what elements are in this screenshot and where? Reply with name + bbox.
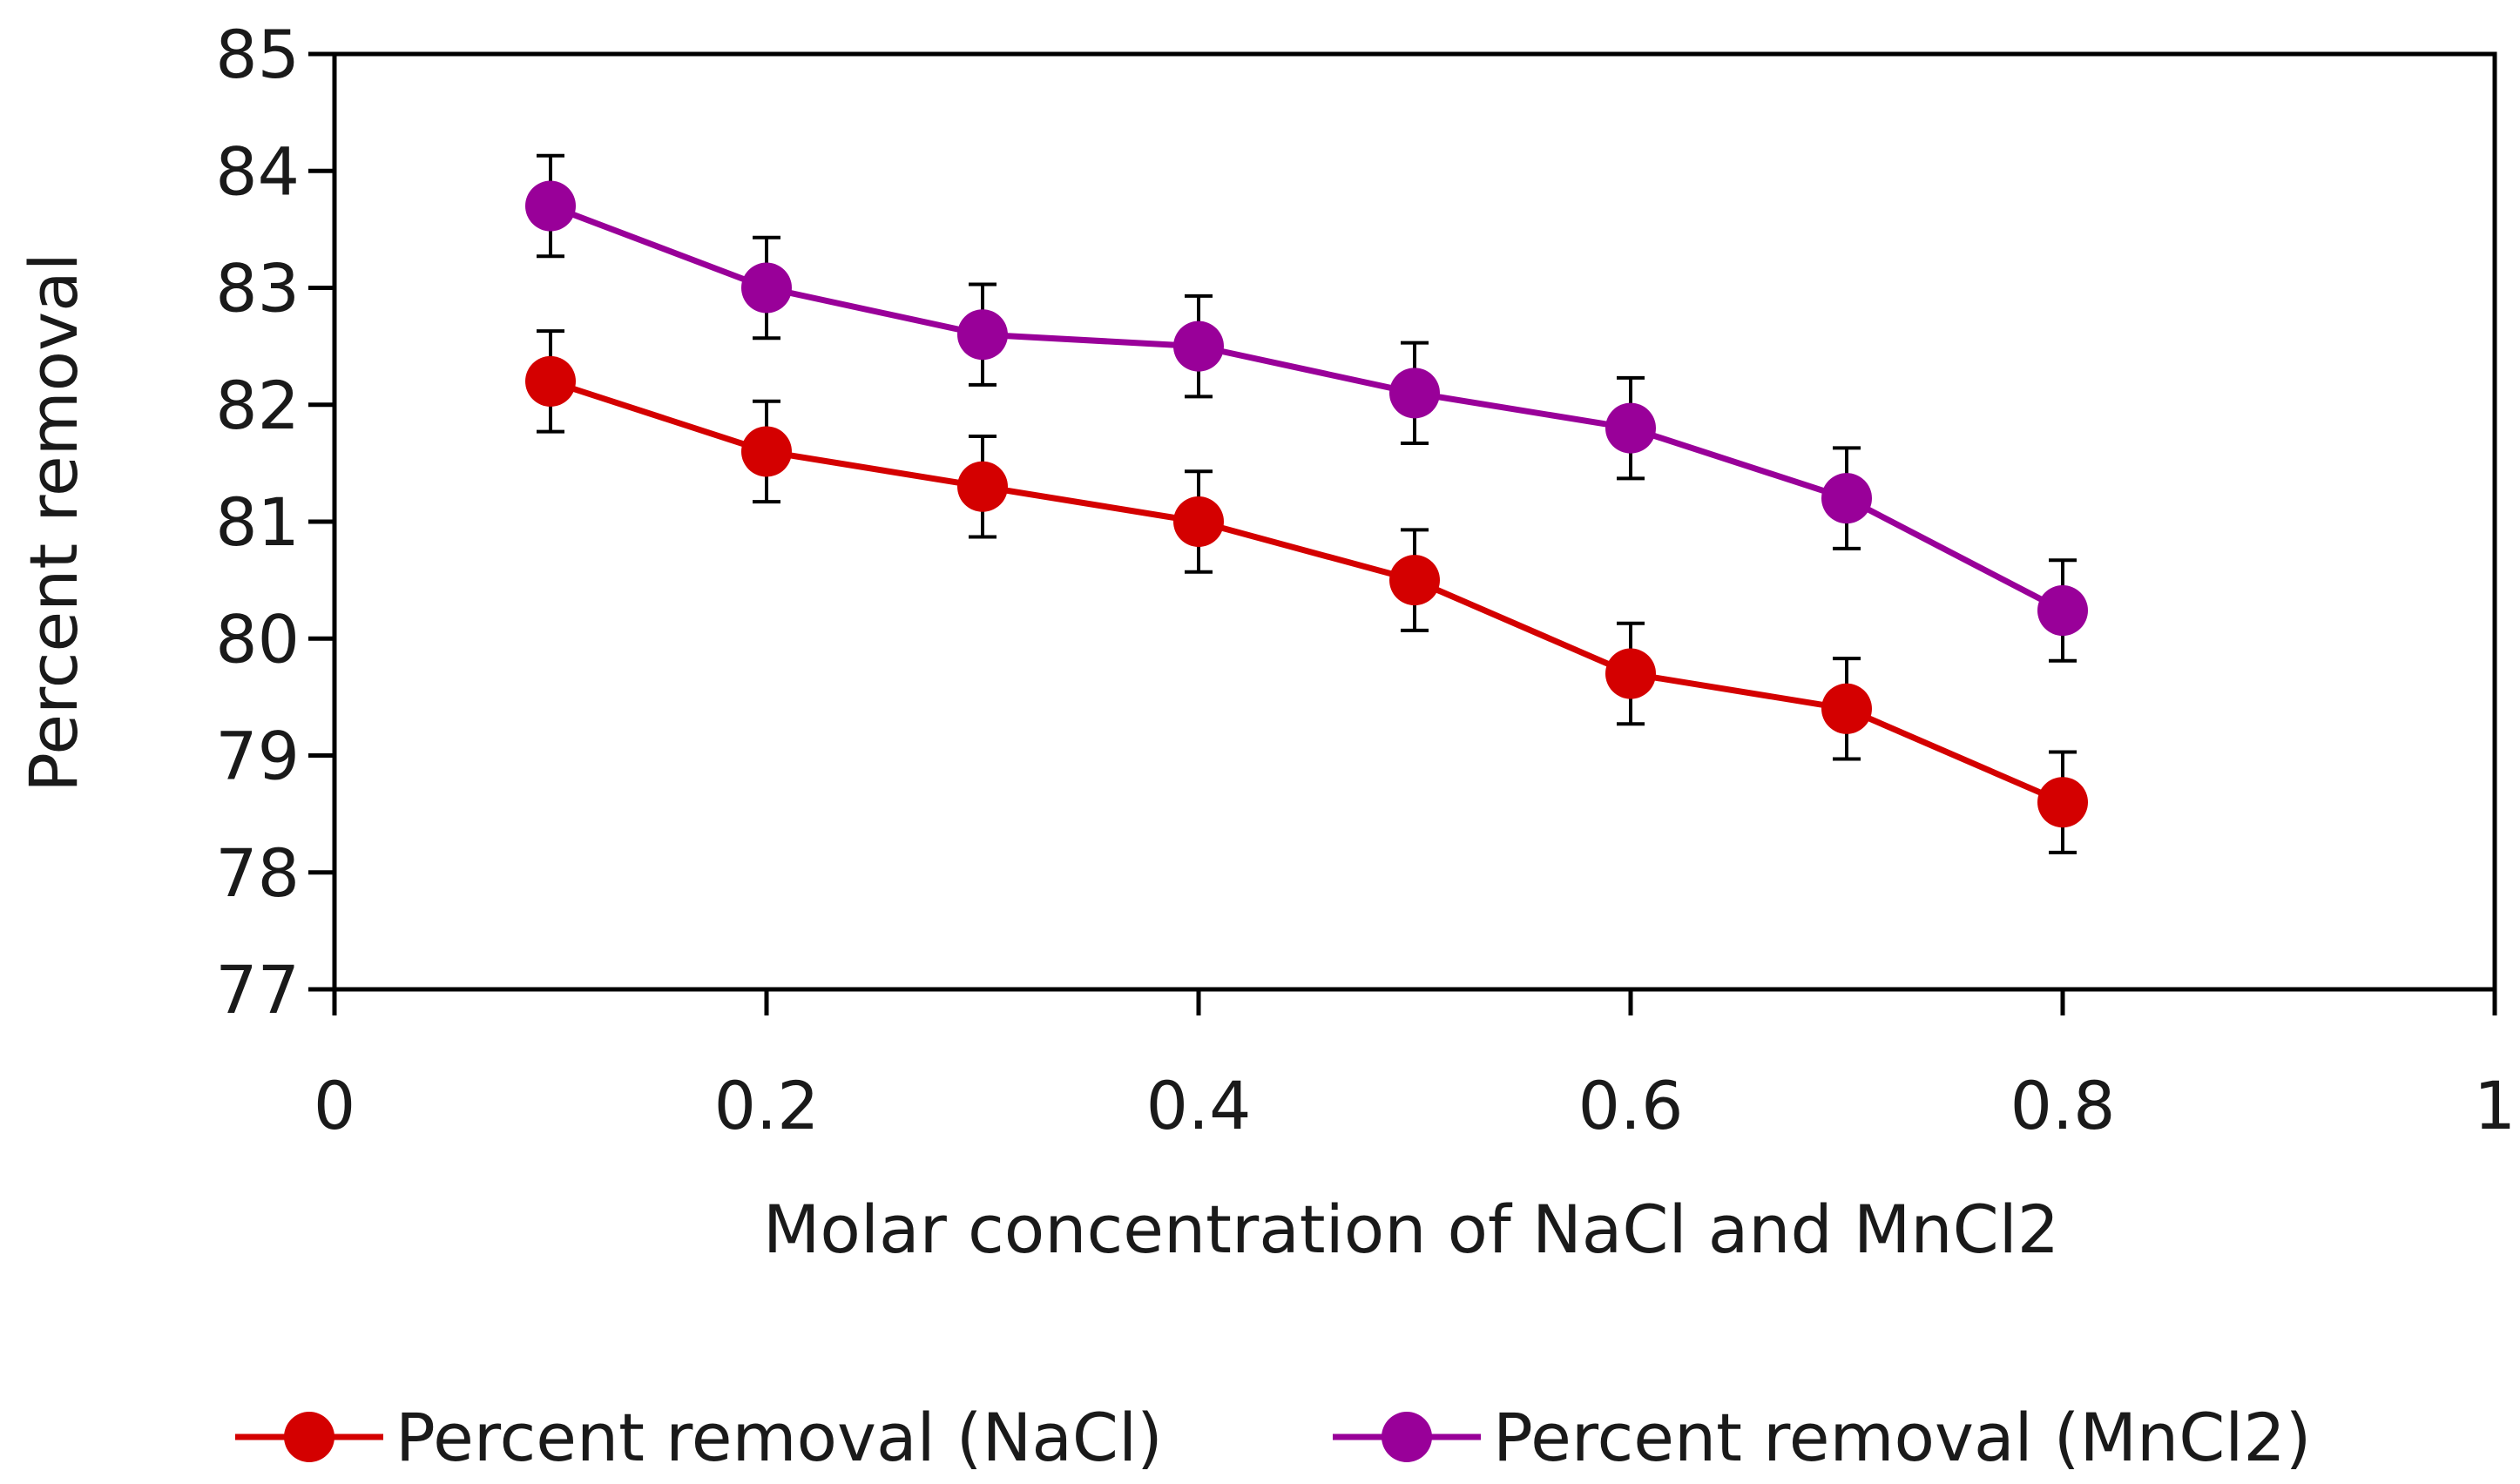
data-point: [1173, 320, 1224, 372]
x-tick-label: 0.8: [2010, 1067, 2116, 1144]
legend-label: Percent removal (NaCl): [395, 1399, 1163, 1476]
x-tick-label: 1: [2474, 1067, 2516, 1144]
series-0: [525, 329, 2088, 854]
series-layer: [525, 153, 2088, 854]
data-point: [741, 262, 792, 314]
data-point: [1605, 402, 1656, 454]
data-point: [1389, 555, 1440, 606]
series-1: [525, 153, 2088, 663]
y-axis-ticks: 77 78 79 80 81 82 83 84 85: [215, 16, 334, 1029]
series-line: [549, 378, 2064, 806]
y-tick-label: 78: [215, 834, 300, 912]
data-point: [957, 461, 1008, 512]
data-point: [957, 309, 1008, 361]
data-point: [1821, 683, 1872, 734]
data-point: [1821, 473, 1872, 524]
y-tick-label: 82: [215, 367, 300, 444]
y-tick-label: 83: [215, 250, 300, 327]
data-point: [1173, 496, 1224, 547]
y-tick-label: 84: [215, 132, 300, 210]
legend-marker: [1382, 1412, 1432, 1462]
data-point: [525, 355, 576, 407]
data-point: [1389, 368, 1440, 419]
y-axis-title: Percent removal: [15, 253, 92, 793]
y-tick-label: 79: [215, 718, 300, 795]
x-tick-label: 0.6: [1578, 1067, 1684, 1144]
legend-item: Percent removal (NaCl): [235, 1399, 1163, 1476]
data-point: [1605, 648, 1656, 699]
y-tick-label: 77: [215, 951, 300, 1029]
series-line: [549, 203, 2064, 614]
legend-marker: [284, 1412, 334, 1462]
legend-item: Percent removal (MnCl2): [1333, 1399, 2311, 1476]
x-axis-title: Molar concentration of NaCl and MnCl2: [763, 1191, 2059, 1268]
y-tick-label: 85: [215, 16, 300, 93]
plot-area: [332, 51, 2497, 992]
legend: Percent removal (NaCl) Percent removal (M…: [235, 1399, 2311, 1476]
x-tick-label: 0: [314, 1067, 355, 1144]
x-axis-ticks: 0 0.2 0.4 0.6 0.8 1: [314, 989, 2516, 1144]
data-point: [525, 180, 576, 232]
x-tick-label: 0.2: [714, 1067, 820, 1144]
data-point: [2037, 585, 2088, 637]
y-tick-label: 80: [215, 600, 300, 678]
data-point: [2037, 777, 2088, 828]
data-point: [741, 426, 792, 477]
x-tick-label: 0.4: [1146, 1067, 1252, 1144]
y-tick-label: 81: [215, 483, 300, 561]
legend-label: Percent removal (MnCl2): [1493, 1399, 2311, 1476]
